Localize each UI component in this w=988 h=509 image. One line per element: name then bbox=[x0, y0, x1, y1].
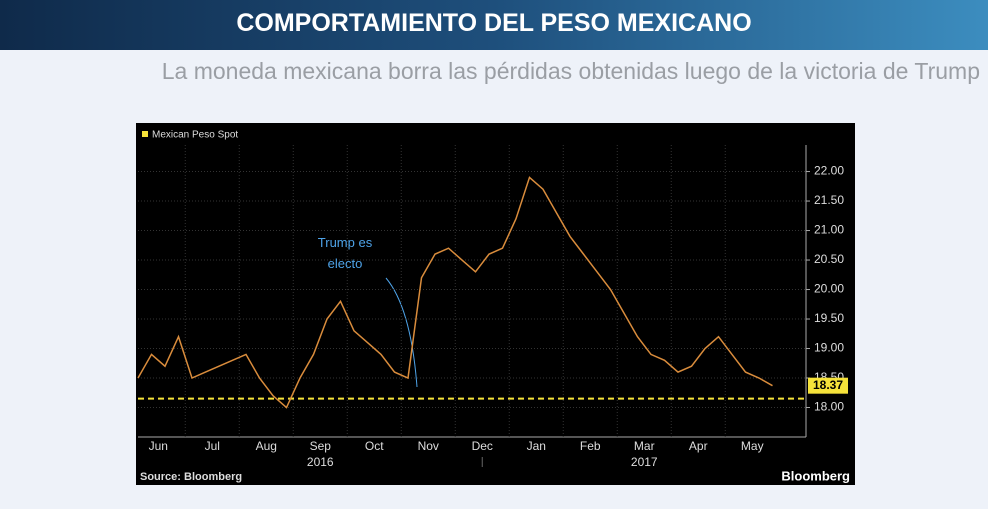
x-tick-label: Mar bbox=[634, 439, 655, 453]
chart: Mexican Peso Spot Source: Bloomberg Bloo… bbox=[136, 123, 855, 485]
chart-background bbox=[136, 123, 855, 485]
x-tick-label: Apr bbox=[689, 439, 708, 453]
annotation-arrow bbox=[385, 277, 418, 388]
subtitle: La moneda mexicana borra las pérdidas ob… bbox=[161, 58, 980, 84]
x-tick-label: Jun bbox=[149, 439, 168, 453]
year-label: 2016 bbox=[307, 455, 334, 469]
source: Source: Bloomberg bbox=[140, 471, 242, 483]
brand: Bloomberg bbox=[781, 468, 850, 483]
legend-label: Mexican Peso Spot bbox=[152, 130, 238, 141]
x-tick-label: Oct bbox=[365, 439, 384, 453]
legend-swatch bbox=[142, 131, 148, 137]
x-tick-label: Nov bbox=[418, 439, 439, 453]
x-tick-label: Dec bbox=[472, 439, 493, 453]
annotation: Trump es electo bbox=[317, 235, 373, 271]
y-tick-label: 21.00 bbox=[814, 223, 844, 237]
y-tick-label: 20.50 bbox=[814, 252, 844, 266]
last-value-label: 18.37 bbox=[813, 378, 843, 392]
y-tick-label: 19.50 bbox=[814, 311, 844, 325]
y-tick-label: 18.00 bbox=[814, 400, 844, 414]
y-tick-label: 20.00 bbox=[814, 282, 844, 296]
x-tick-label: Jul bbox=[205, 439, 220, 453]
x-tick-label: Jan bbox=[527, 439, 546, 453]
x-tick-label: Feb bbox=[580, 439, 601, 453]
x-tick-label: Aug bbox=[256, 439, 277, 453]
y-tick-label: 22.00 bbox=[814, 164, 844, 178]
y-tick-label: 19.00 bbox=[814, 341, 844, 355]
year-label: 2017 bbox=[631, 455, 658, 469]
x-tick-label: May bbox=[741, 439, 764, 453]
last-value-box bbox=[808, 377, 848, 394]
price-line bbox=[137, 176, 773, 409]
x-tick-label: Sep bbox=[310, 439, 332, 453]
header-title: COMPORTAMIENTO DEL PESO MEXICANO bbox=[0, 0, 988, 50]
y-tick-label: 21.50 bbox=[814, 193, 844, 207]
